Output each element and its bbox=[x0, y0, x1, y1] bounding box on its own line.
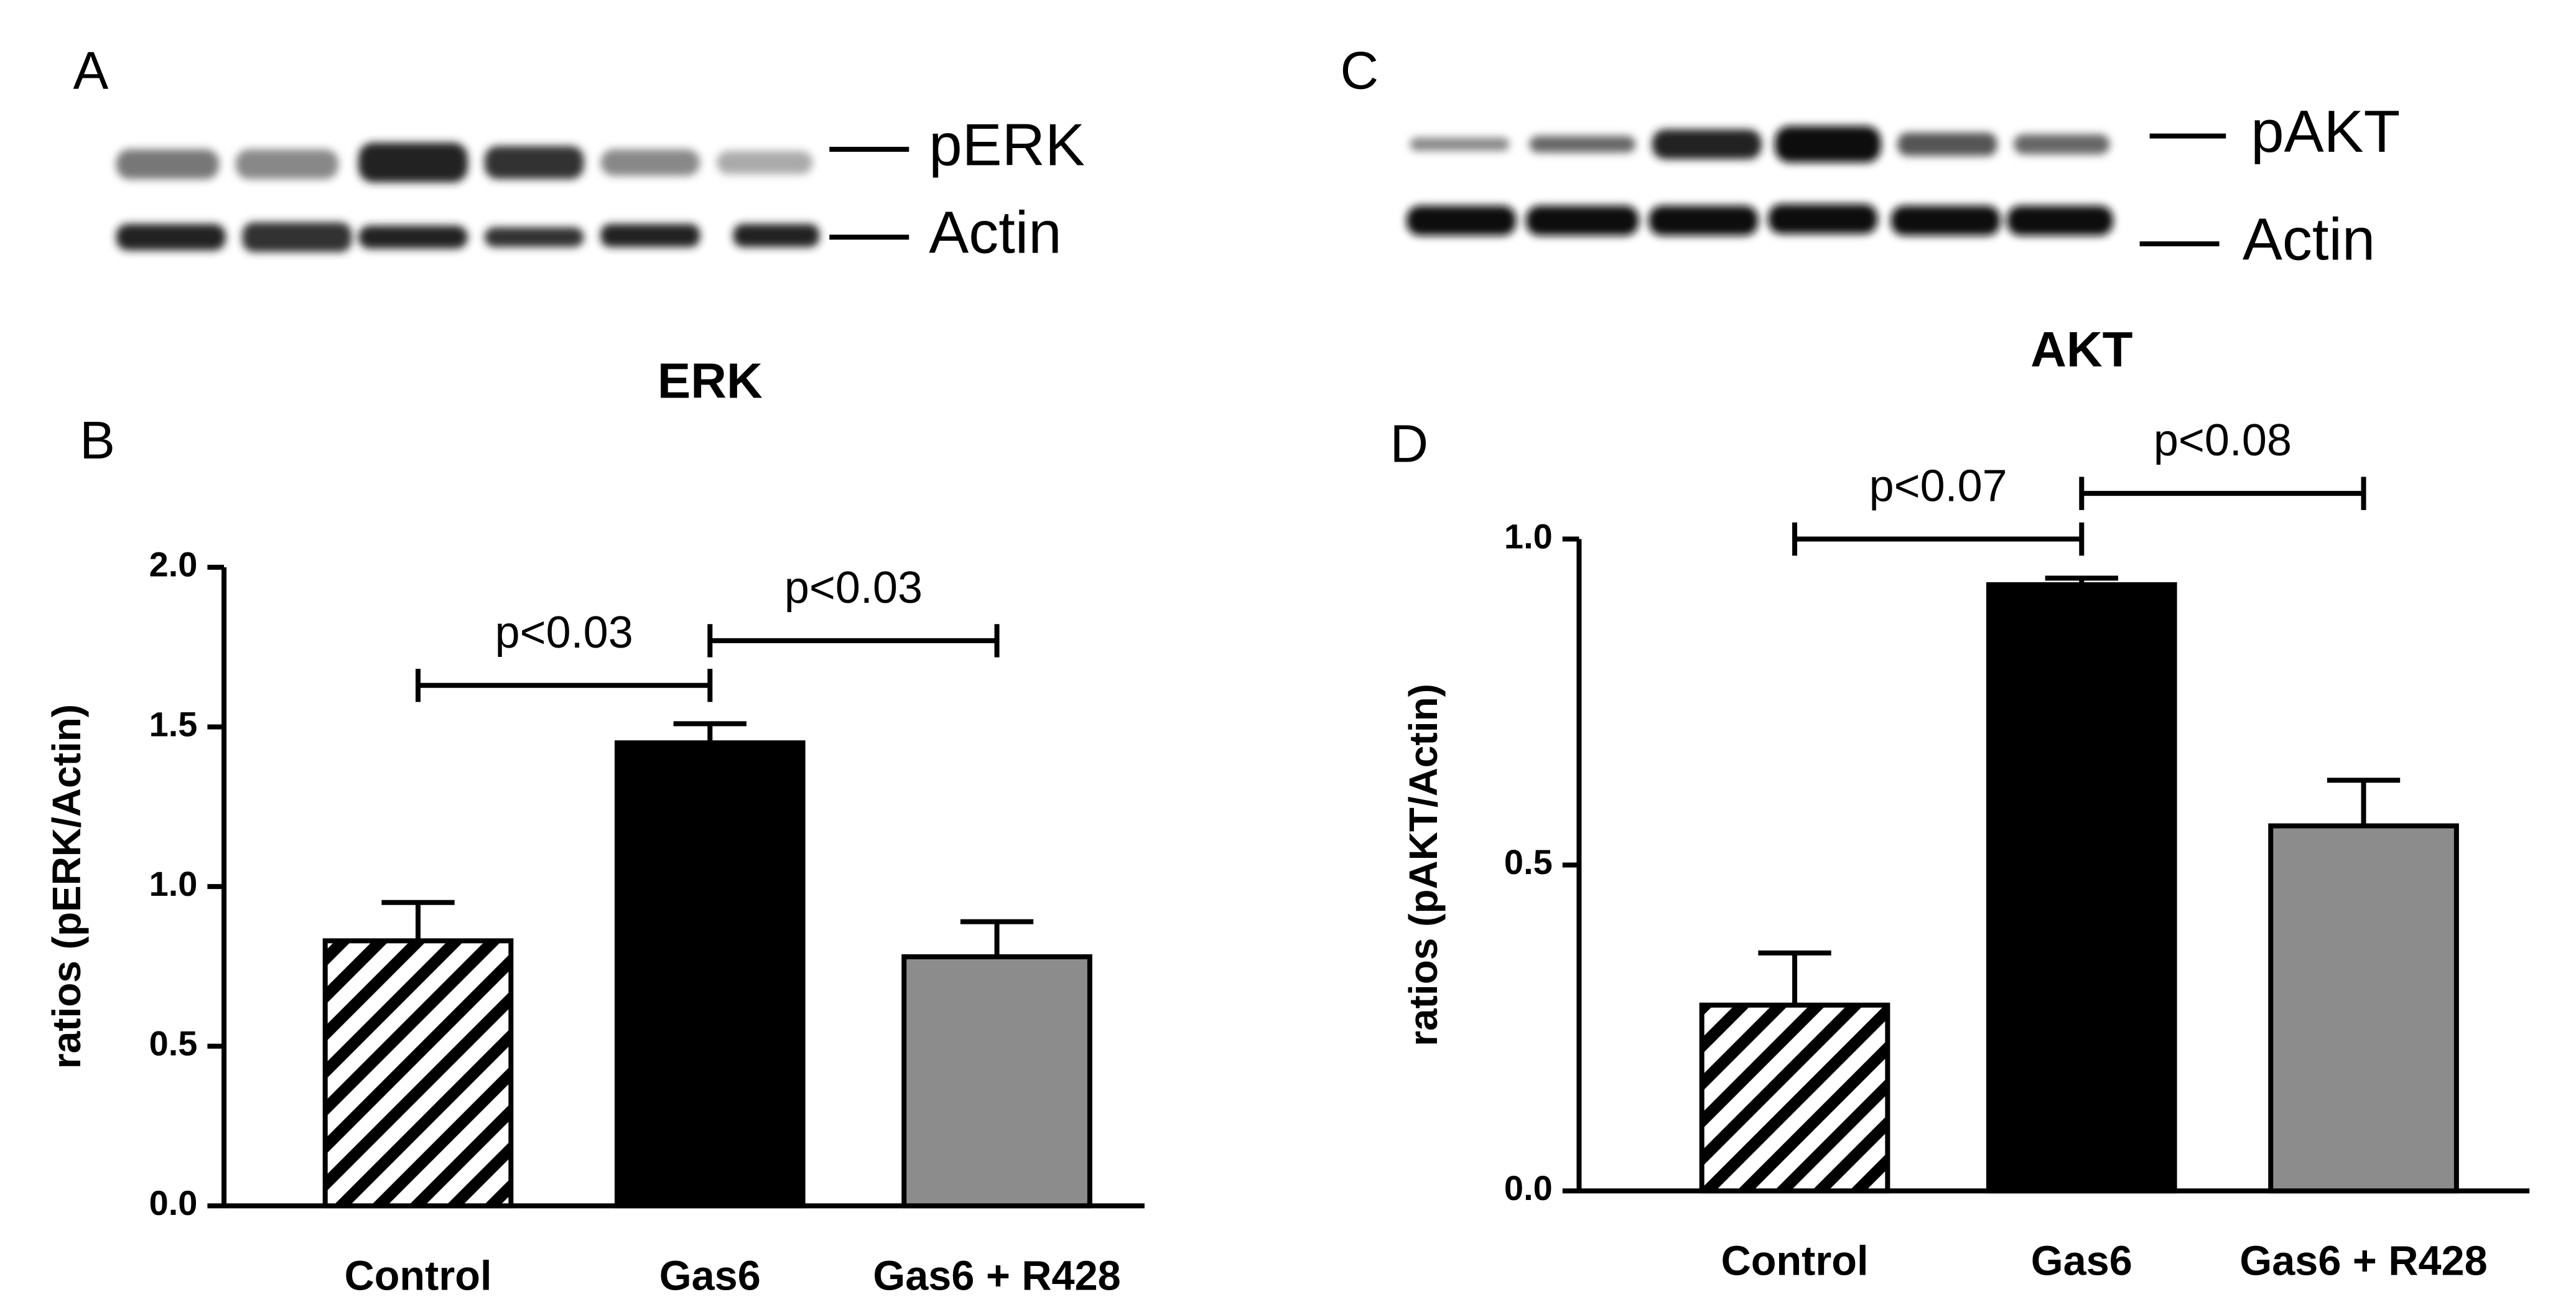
y-tick-label: 1.5 bbox=[149, 704, 198, 743]
bar bbox=[1986, 582, 2177, 1194]
p-value: p<0.03 bbox=[784, 563, 923, 613]
x-tick-label: Gas6 + R428 bbox=[873, 1253, 1120, 1299]
bar bbox=[901, 954, 1092, 1209]
bar bbox=[1699, 1002, 1890, 1194]
x-tick-label: Gas6 + R428 bbox=[2239, 1238, 2487, 1284]
p-value: p<0.03 bbox=[495, 608, 633, 658]
p-value: p<0.08 bbox=[2154, 416, 2292, 465]
y-tick-label: 2.0 bbox=[149, 545, 198, 584]
y-tick-label: 0.0 bbox=[1504, 1168, 1553, 1207]
bar bbox=[322, 938, 514, 1209]
y-tick-label: 1.0 bbox=[149, 864, 198, 903]
error-bar bbox=[2327, 778, 2401, 826]
significance-bracket bbox=[416, 669, 713, 702]
panel-label: C bbox=[1340, 42, 1379, 101]
panel-label: D bbox=[1390, 414, 1428, 473]
error-bar bbox=[1758, 950, 1831, 1005]
error-bar bbox=[673, 721, 746, 743]
panel-label: B bbox=[80, 411, 115, 470]
x-tick-label: Control bbox=[345, 1253, 492, 1299]
error-bar bbox=[960, 919, 1034, 957]
p-value: p<0.07 bbox=[1869, 462, 2007, 511]
bar bbox=[615, 740, 806, 1209]
significance-bracket bbox=[707, 624, 1000, 658]
x-tick-label: Gas6 bbox=[2031, 1238, 2132, 1284]
blot-label: Actin bbox=[2243, 206, 2375, 272]
blot-c bbox=[1407, 126, 2113, 236]
bar bbox=[2268, 823, 2459, 1194]
y-axis-label: ratios (pERK/Actin) bbox=[44, 704, 89, 1069]
error-bar bbox=[2045, 575, 2118, 585]
significance-bracket bbox=[2079, 477, 2366, 510]
chart-title: AKT bbox=[2030, 322, 2132, 377]
blot-label: Actin bbox=[929, 200, 1061, 266]
significance-bracket bbox=[1792, 522, 2085, 556]
y-tick-label: 0.5 bbox=[149, 1024, 198, 1063]
y-tick-label: 1.0 bbox=[1504, 516, 1553, 556]
blot-label: pAKT bbox=[2251, 98, 2400, 165]
chart-title: ERK bbox=[658, 353, 763, 409]
y-axis-label: ratios (pAKT/Actin) bbox=[1401, 684, 1446, 1046]
blot-label: pERK bbox=[929, 111, 1085, 178]
error-bar bbox=[381, 900, 455, 941]
x-tick-label: Control bbox=[1721, 1238, 1869, 1284]
panel-label: A bbox=[73, 42, 108, 101]
blot-a bbox=[116, 142, 820, 253]
x-tick-label: Gas6 bbox=[659, 1253, 761, 1299]
y-tick-label: 0.5 bbox=[1504, 842, 1553, 881]
y-tick-label: 0.0 bbox=[149, 1183, 198, 1222]
